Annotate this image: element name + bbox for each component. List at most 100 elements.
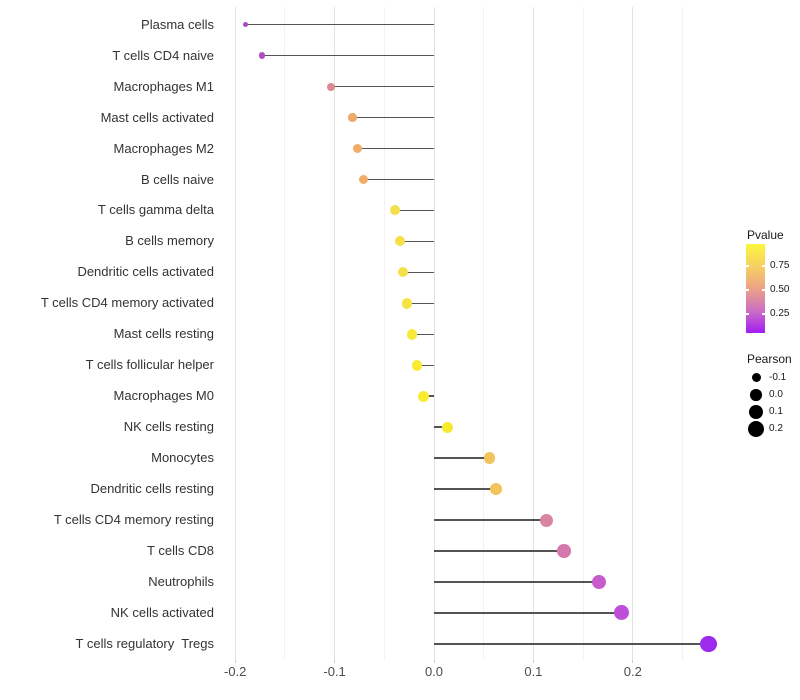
stem [330, 85, 434, 88]
stem [434, 643, 709, 645]
data-point [406, 329, 418, 340]
colorbar-tick-label: 0.50 [770, 284, 790, 295]
y-axis-label: B cells memory [125, 233, 214, 249]
x-axis-tick [433, 660, 435, 663]
stem [434, 550, 565, 552]
y-axis-label: Macrophages M0 [113, 388, 214, 404]
gridline-minor [284, 7, 286, 660]
stem [417, 364, 434, 366]
data-point [398, 267, 409, 278]
data-point [539, 513, 553, 527]
data-point [489, 483, 502, 496]
pearson-size-dot [748, 421, 764, 438]
gridline-major [433, 7, 435, 660]
colorbar-notch [762, 264, 765, 267]
gridline-minor [682, 7, 683, 660]
pvalue-colorbar [746, 244, 765, 333]
y-axis-label: T cells CD4 memory activated [40, 295, 214, 311]
stem [434, 612, 622, 614]
pearson-size-dot [749, 405, 763, 420]
data-point [352, 144, 362, 154]
colorbar-notch [746, 289, 749, 291]
data-point [326, 82, 335, 91]
stem [403, 271, 434, 274]
data-point [242, 22, 248, 28]
stem [357, 147, 434, 150]
y-axis-label: NK cells activated [110, 604, 214, 620]
y-axis-label: T cells CD8 [147, 543, 214, 559]
y-axis-label: Dendritic cells resting [90, 481, 214, 497]
gridline-major [334, 7, 336, 660]
pearson-size-dot [750, 389, 762, 401]
data-point [483, 452, 496, 464]
colorbar-tick-label: 0.75 [770, 259, 790, 271]
data-point [401, 298, 413, 309]
colorbar-notch [746, 313, 749, 316]
y-axis-label: T cells follicular helper [85, 357, 214, 373]
stem [434, 426, 448, 428]
y-axis-label: Mast cells activated [100, 109, 214, 125]
pearson-size-label: 0.1 [769, 406, 783, 418]
colorbar-notch [762, 313, 765, 316]
data-point [417, 390, 429, 402]
data-point [557, 544, 571, 558]
x-axis-tick-label: 0.0 [424, 664, 444, 679]
x-axis-tick-label: -0.1 [323, 664, 346, 679]
pearson-size-label: 0.0 [769, 388, 783, 400]
x-axis-tick-label: 0.1 [524, 664, 543, 679]
y-axis-label: NK cells resting [123, 419, 214, 435]
pearson-size-label: -0.1 [769, 371, 787, 383]
gridline-minor [582, 7, 584, 660]
gridline-minor [483, 7, 485, 660]
data-point [591, 574, 607, 590]
y-axis-label: T cells CD4 memory resting [53, 512, 214, 528]
x-axis-tick-label: 0.2 [623, 664, 642, 679]
pearson-legend-title: Pearson [747, 352, 792, 366]
stem [434, 519, 547, 521]
pearson-size-dot [751, 373, 761, 383]
data-point [358, 174, 369, 185]
stem [434, 488, 496, 490]
y-axis-label: B cells naive [141, 171, 214, 187]
gridline-major [234, 7, 236, 660]
y-axis-label: Monocytes [151, 450, 214, 466]
y-axis-label: Mast cells resting [113, 326, 214, 342]
y-axis-label: Neutrophils [148, 573, 214, 589]
stem [363, 178, 434, 181]
pvalue-legend-title: Pvalue [747, 228, 784, 242]
data-point [390, 205, 401, 216]
x-axis-tick [234, 660, 236, 663]
data-point [614, 605, 630, 621]
data-point [395, 236, 406, 247]
data-point [411, 360, 423, 371]
x-axis-tick [632, 660, 634, 663]
y-axis-label: Macrophages M2 [113, 140, 214, 156]
stem [395, 209, 434, 212]
stem [245, 23, 434, 26]
gridline-major [632, 7, 634, 660]
x-axis-tick [532, 660, 534, 663]
data-point [258, 52, 266, 59]
x-axis-tick [334, 660, 336, 663]
data-point [700, 635, 717, 653]
gridline-major [532, 7, 534, 660]
y-axis-label: T cells CD4 naive [112, 47, 214, 63]
stem [262, 54, 434, 57]
stem [434, 581, 599, 583]
colorbar-tick-label: 0.25 [770, 308, 790, 320]
stem [412, 333, 434, 336]
y-axis-label: Dendritic cells activated [77, 264, 214, 280]
x-axis-tick-label: -0.2 [223, 664, 247, 679]
gridline-minor [383, 7, 385, 660]
y-axis-label: T cells gamma delta [97, 202, 214, 218]
stem [407, 302, 434, 305]
stem [434, 457, 490, 459]
y-axis-label: Macrophages M1 [113, 78, 214, 94]
y-axis-label: Plasma cells [141, 16, 214, 32]
stem [400, 240, 434, 243]
colorbar-notch [746, 264, 749, 267]
stem [352, 116, 434, 119]
data-point [348, 113, 357, 122]
data-point [442, 421, 454, 433]
